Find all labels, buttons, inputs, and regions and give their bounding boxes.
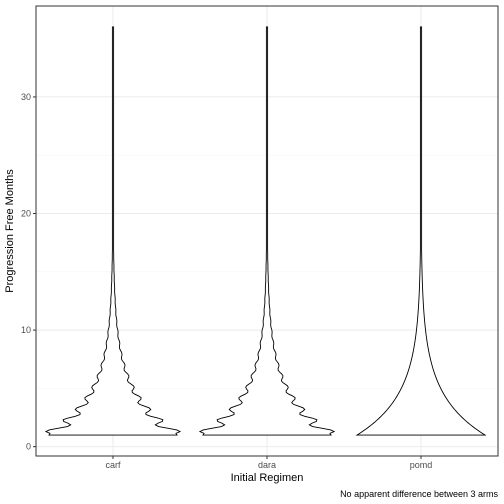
y-axis-ticks: 0 10 20 30: [21, 92, 36, 452]
y-tick-label: 10: [21, 325, 31, 335]
chart-caption: No apparent difference between 3 arms: [340, 489, 498, 499]
y-tick-label: 0: [26, 442, 31, 452]
violin-layer: [44, 26, 487, 436]
violin-carf: [44, 26, 182, 436]
x-axis-ticks: carf dara pomd: [105, 456, 432, 470]
y-tick-label: 20: [21, 209, 31, 219]
x-tick-label-pomd: pomd: [410, 460, 433, 470]
x-axis-title: Initial Regimen: [231, 472, 304, 484]
x-tick-label-dara: dara: [258, 460, 276, 470]
x-tick-label-carf: carf: [105, 460, 121, 470]
y-axis-title: Progression Free Months: [4, 169, 16, 293]
violin-dara: [198, 26, 336, 436]
y-tick-label: 30: [21, 92, 31, 102]
violin-pomd: [355, 26, 487, 436]
